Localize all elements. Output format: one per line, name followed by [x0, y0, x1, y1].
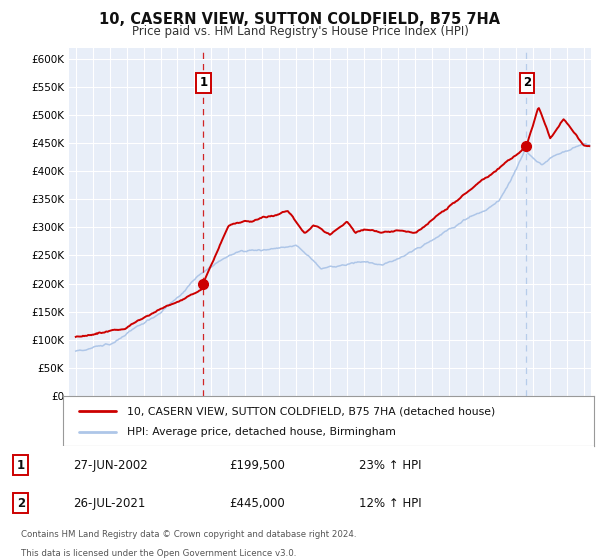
Text: This data is licensed under the Open Government Licence v3.0.: This data is licensed under the Open Gov…: [21, 549, 296, 558]
Text: 27-JUN-2002: 27-JUN-2002: [74, 459, 148, 472]
Text: HPI: Average price, detached house, Birmingham: HPI: Average price, detached house, Birm…: [127, 427, 395, 437]
Text: 12% ↑ HPI: 12% ↑ HPI: [359, 497, 421, 510]
Text: £445,000: £445,000: [229, 497, 285, 510]
Text: 10, CASERN VIEW, SUTTON COLDFIELD, B75 7HA (detached house): 10, CASERN VIEW, SUTTON COLDFIELD, B75 7…: [127, 406, 495, 416]
Text: Price paid vs. HM Land Registry's House Price Index (HPI): Price paid vs. HM Land Registry's House …: [131, 25, 469, 38]
Text: 26-JUL-2021: 26-JUL-2021: [74, 497, 146, 510]
Text: 1: 1: [200, 77, 208, 90]
Text: Contains HM Land Registry data © Crown copyright and database right 2024.: Contains HM Land Registry data © Crown c…: [21, 530, 356, 539]
Text: 23% ↑ HPI: 23% ↑ HPI: [359, 459, 421, 472]
Text: 2: 2: [17, 497, 25, 510]
Text: 2: 2: [523, 77, 531, 90]
Text: 10, CASERN VIEW, SUTTON COLDFIELD, B75 7HA: 10, CASERN VIEW, SUTTON COLDFIELD, B75 7…: [100, 12, 500, 27]
Text: 1: 1: [17, 459, 25, 472]
Text: £199,500: £199,500: [229, 459, 286, 472]
